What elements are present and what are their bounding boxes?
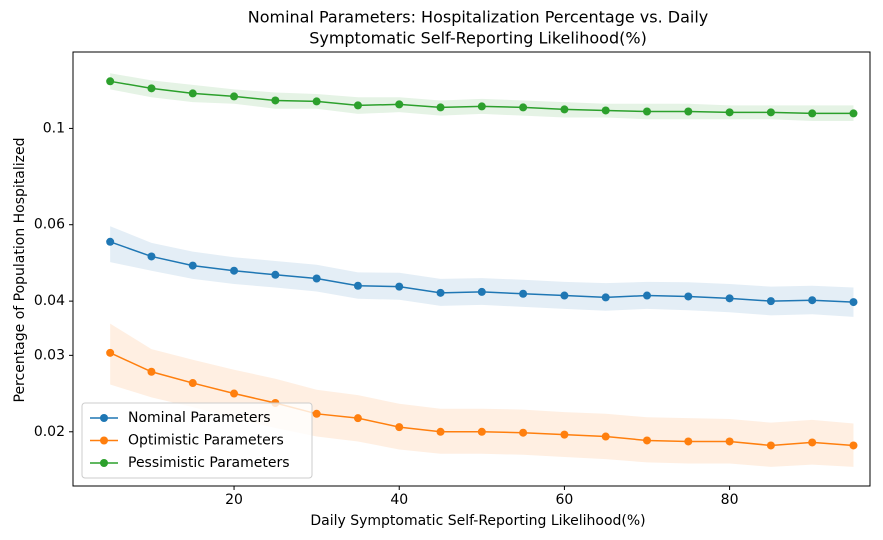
data-point [684, 107, 693, 116]
confidence-band [110, 226, 854, 317]
data-point [560, 291, 569, 300]
y-axis-label: Percentage of Population Hospitalized [12, 137, 28, 402]
data-point [353, 281, 362, 290]
y-tick-label: 0.06 [34, 217, 65, 233]
x-tick-label: 40 [390, 492, 408, 508]
legend: Nominal Parameters Optimistic Parameters P… [81, 402, 313, 479]
data-point [147, 252, 156, 261]
data-point [271, 96, 280, 105]
data-point [436, 288, 445, 297]
data-point [353, 414, 362, 423]
data-point [188, 379, 197, 388]
x-tick-label: 60 [556, 492, 574, 508]
data-point [849, 109, 858, 118]
data-point [684, 437, 693, 446]
data-point [643, 291, 652, 300]
data-point [230, 389, 239, 398]
data-point [147, 84, 156, 93]
data-point [766, 108, 775, 117]
y-tick-label: 0.1 [43, 120, 65, 136]
data-point [436, 427, 445, 436]
data-point [395, 423, 404, 432]
data-point [395, 282, 404, 291]
data-point [725, 437, 734, 446]
data-point [395, 100, 404, 109]
data-point [684, 292, 693, 301]
data-point [477, 427, 486, 436]
y-tick-label: 0.03 [34, 347, 65, 363]
data-point [106, 237, 115, 246]
data-point [106, 348, 115, 357]
data-point [808, 438, 817, 447]
data-point [353, 101, 362, 110]
data-point [519, 103, 528, 112]
data-point [643, 107, 652, 116]
data-point [725, 108, 734, 117]
data-point [188, 261, 197, 270]
data-point [188, 89, 197, 98]
legend-box [81, 402, 313, 479]
chart-title: Nominal Parameters: Hospitalization Perc… [248, 8, 709, 27]
data-point [271, 270, 280, 279]
legend-label: Pessimistic Parameters [128, 455, 290, 471]
data-point [312, 409, 321, 418]
data-point [312, 274, 321, 283]
data-point [808, 109, 817, 118]
data-point [849, 298, 858, 307]
x-tick-label: 80 [721, 492, 739, 508]
data-point [560, 105, 569, 114]
data-point [436, 103, 445, 112]
data-point [519, 428, 528, 437]
data-point [601, 106, 610, 115]
legend-label: Nominal Parameters [128, 410, 271, 426]
data-point [808, 296, 817, 305]
data-point [560, 430, 569, 439]
data-point [601, 432, 610, 441]
data-point [766, 441, 775, 450]
legend-marker [100, 436, 108, 445]
x-axis-label: Daily Symptomatic Self-Reporting Likelih… [310, 513, 645, 529]
data-point [106, 77, 115, 86]
legend-label: Optimistic Parameters [128, 433, 284, 449]
data-point [725, 294, 734, 303]
data-point [477, 102, 486, 111]
data-point [849, 441, 858, 450]
data-point [230, 92, 239, 101]
legend-marker [100, 459, 108, 467]
legend-marker [100, 414, 108, 422]
y-tick-label: 0.02 [34, 424, 65, 440]
x-tick-label: 20 [225, 492, 243, 508]
data-point [477, 287, 486, 296]
data-point [519, 289, 528, 298]
data-point [643, 436, 652, 445]
data-point [230, 266, 239, 275]
data-point [766, 297, 775, 306]
confidence-band [110, 73, 854, 122]
plot-frame [72, 51, 871, 487]
y-tick-label: 0.04 [34, 293, 65, 309]
data-point [147, 367, 156, 376]
chart-title: Symptomatic Self-Reporting Likelihood(%) [309, 29, 647, 48]
data-point [601, 293, 610, 302]
data-point [312, 97, 321, 106]
